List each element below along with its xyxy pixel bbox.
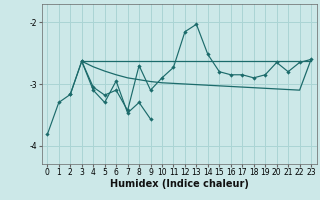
X-axis label: Humidex (Indice chaleur): Humidex (Indice chaleur) xyxy=(110,179,249,189)
